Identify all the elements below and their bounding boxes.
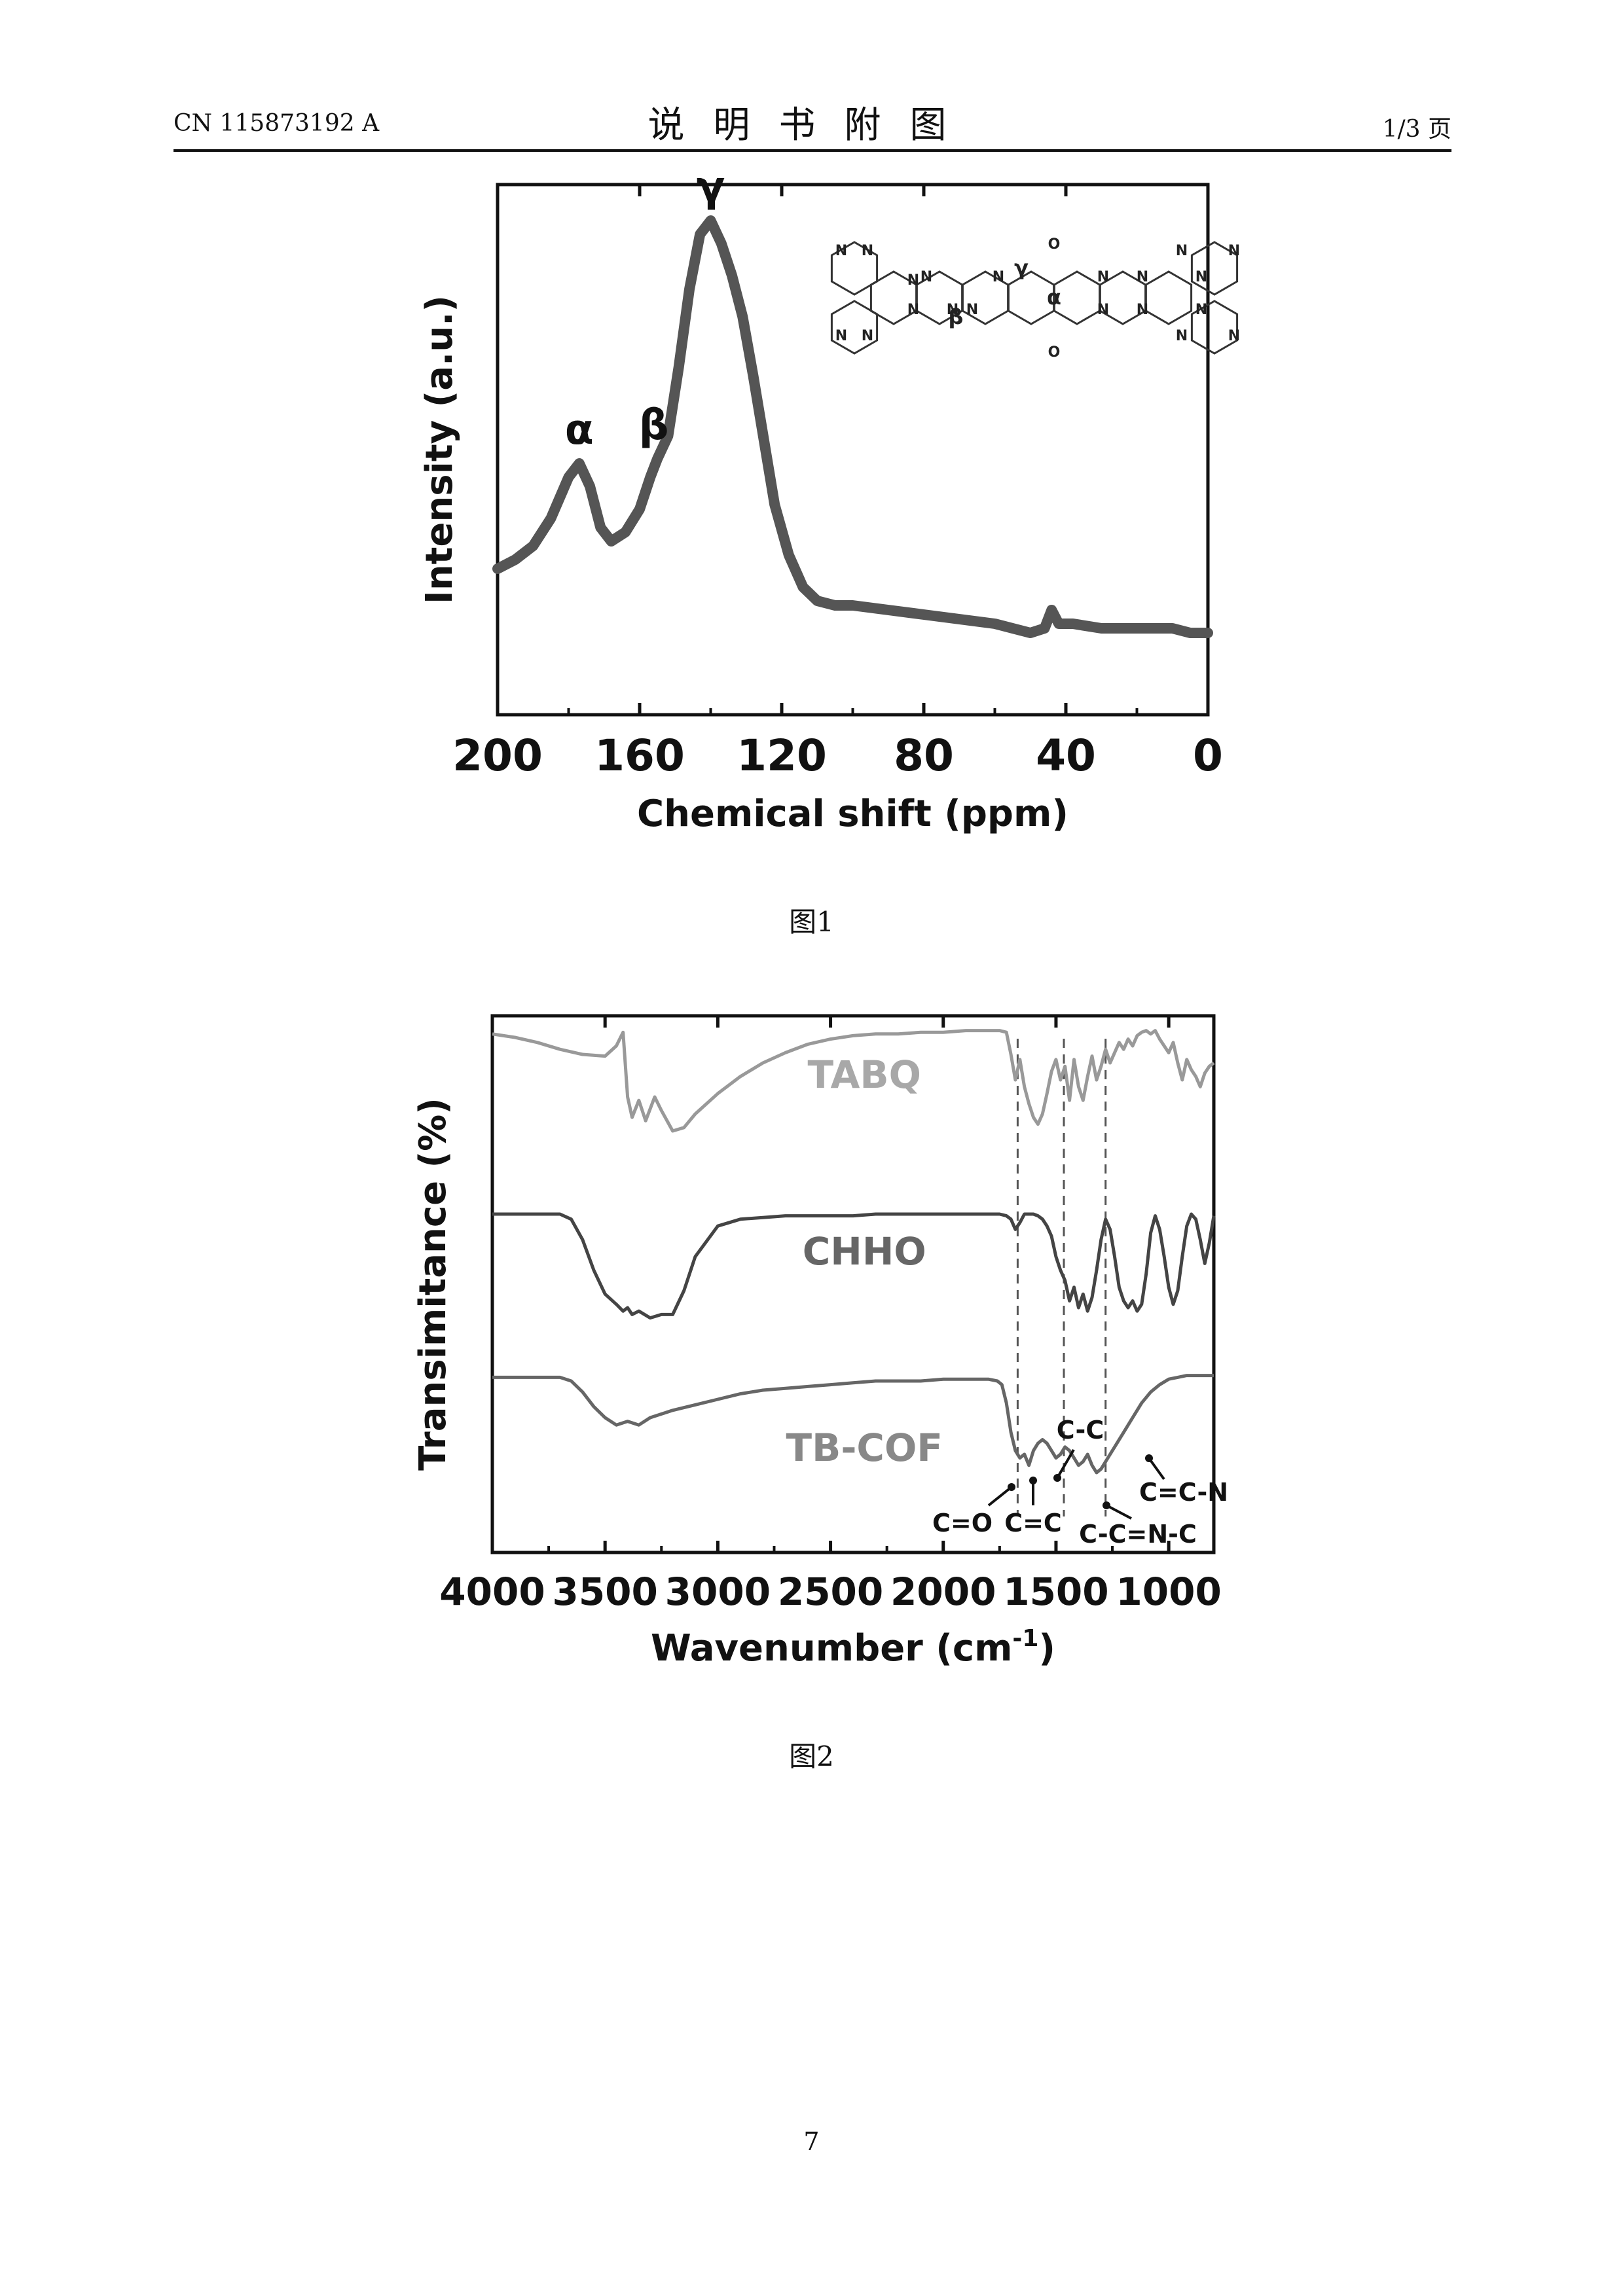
x-tick-label: 80 [894, 730, 954, 781]
molecule-atom-label: N [907, 302, 919, 318]
molecule-atom-label: N [1228, 243, 1240, 259]
annotation-arrow [1148, 1457, 1165, 1480]
x-tick-label: 1000 [1116, 1570, 1221, 1614]
molecule-atom-label: O [1048, 344, 1061, 361]
x-axis-label: Chemical shift (ppm) [637, 793, 1068, 835]
series-line-chho [492, 1212, 1216, 1320]
x-tick-label: 2500 [778, 1570, 883, 1614]
nmr-chart: 200 160 120 80 40 0 Chemical shift (ppm) Intens… [418, 163, 1240, 835]
molecule-atom-label: N [1137, 302, 1148, 318]
annotation-arrow [1106, 1504, 1132, 1520]
plot-frame [490, 1014, 1216, 1554]
molecule-atom-label: N [1176, 243, 1188, 259]
peak-label: α [565, 406, 594, 454]
annotation-arrowhead [1029, 1477, 1037, 1484]
molecule-greek-label: β [949, 304, 964, 329]
molecule-atom-label: N [993, 269, 1004, 285]
ir-chart: 4000 3500 3000 2500 2000 1500 1000 Wavenumber (… [412, 1014, 1228, 1670]
molecule-ring [1190, 241, 1239, 296]
annotation-label: C-C [1057, 1416, 1104, 1444]
annotation-label: C-C=N-C [1079, 1520, 1197, 1549]
document-section-title: 说明书附图 [647, 104, 976, 147]
x-tick-label: 120 [737, 730, 827, 781]
x-tick-label: 1500 [1003, 1570, 1108, 1614]
molecule-atom-label: N [907, 272, 919, 289]
molecule-atom-label: N [862, 243, 873, 259]
peak-label: γ [697, 163, 725, 211]
molecule-atom-label: N [835, 243, 847, 259]
x-axis-label: Wavenumber (cm-1) [651, 1625, 1055, 1670]
molecule-ring [1144, 270, 1193, 325]
y-axis-label: Intensity (a.u.) [418, 295, 461, 604]
figure-1-caption: 图1 [789, 906, 834, 938]
page-number: 7 [803, 2127, 820, 2156]
series-label: TB-COF [786, 1426, 943, 1470]
nmr-spectrum-line [492, 215, 1213, 638]
x-axis-label-superscript: -1 [1012, 1625, 1038, 1652]
molecule-atom-label: N [1097, 269, 1109, 285]
series-label: TABQ [807, 1052, 921, 1097]
molecule-atom-label: N [835, 328, 847, 344]
x-tick-label: 0 [1193, 730, 1223, 781]
molecule-atom-label: N [1228, 328, 1240, 344]
molecule-ring [830, 241, 879, 296]
x-tick-label: 4000 [439, 1570, 545, 1614]
molecule-atom-label: N [921, 269, 932, 285]
molecule-atom-label: N [1137, 269, 1148, 285]
molecule-atom-label: N [966, 302, 978, 318]
molecule-atom-label: N [862, 328, 873, 344]
x-tick-label: 3500 [552, 1570, 657, 1614]
patent-number: CN 115873192 A [173, 110, 380, 137]
molecule-atom-label: N [1195, 269, 1207, 285]
x-tick-label: 160 [594, 730, 685, 781]
series-line-tb-cof [492, 1374, 1214, 1475]
x-axis-label-end: ) [1038, 1627, 1055, 1670]
molecule-atom-label: O [1048, 236, 1061, 253]
series-line-tabq [492, 1029, 1215, 1133]
molecule-atom-label: N [1097, 302, 1109, 318]
annotation-label: C=C-N [1139, 1478, 1228, 1507]
molecule-atom-label: N [947, 302, 958, 318]
molecule-greek-label: α [1047, 285, 1061, 310]
peak-label: β [639, 401, 669, 450]
x-axis-label-text: Wavenumber (cm [651, 1627, 1012, 1670]
page-counter: 1/3 页 [1382, 116, 1451, 143]
y-axis-label: Transimitance (%) [412, 1098, 454, 1471]
header-rule [173, 149, 1451, 152]
molecule-atom-label: N [1195, 302, 1207, 318]
annotation-label: C=O [932, 1509, 993, 1537]
x-tick-label: 40 [1036, 730, 1096, 781]
series-label: CHHO [803, 1229, 926, 1274]
figure-2-caption: 图2 [789, 1740, 834, 1772]
x-tick-label: 2000 [890, 1570, 996, 1614]
x-tick-label: 200 [452, 730, 543, 781]
molecule-atom-label: N [1176, 328, 1188, 344]
molecule-greek-label: γ [1014, 255, 1029, 280]
annotation-arrowhead [1008, 1483, 1015, 1491]
annotation-arrow [1056, 1448, 1075, 1479]
annotation-arrowhead [1053, 1474, 1061, 1482]
molecule-ring [1190, 300, 1239, 355]
annotation-arrow [987, 1486, 1013, 1507]
annotation-arrowhead [1103, 1501, 1110, 1509]
annotation-arrowhead [1145, 1454, 1153, 1462]
x-tick-label: 3000 [665, 1570, 771, 1614]
annotation-label: C=C [1004, 1509, 1062, 1537]
